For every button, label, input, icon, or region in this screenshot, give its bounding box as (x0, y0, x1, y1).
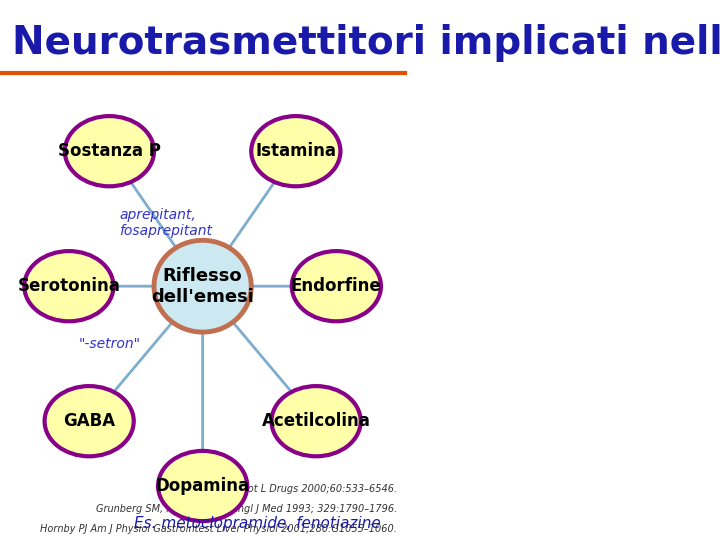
Ellipse shape (65, 116, 154, 186)
Text: Neurotrasmettitori implicati nella CINV: Neurotrasmettitori implicati nella CINV (12, 24, 720, 62)
Text: GABA: GABA (63, 412, 115, 430)
Ellipse shape (45, 386, 134, 456)
Ellipse shape (292, 251, 381, 321)
Ellipse shape (158, 451, 247, 521)
Ellipse shape (154, 240, 251, 332)
Text: Endorfine: Endorfine (291, 277, 382, 295)
Ellipse shape (251, 116, 341, 186)
Ellipse shape (24, 251, 114, 321)
Text: Istamina: Istamina (256, 142, 336, 160)
Text: Serotonina: Serotonina (17, 277, 120, 295)
Text: aprepitant,
fosaprepitant: aprepitant, fosaprepitant (120, 208, 212, 238)
Text: Sostanza P: Sostanza P (58, 142, 161, 160)
Text: Acetilcolina: Acetilcolina (261, 412, 371, 430)
Text: "-setron": "-setron" (79, 338, 141, 352)
Text: Grunberg SM, Hesketh PJ N Engl J Med 1993; 329:1790–1796.: Grunberg SM, Hesketh PJ N Engl J Med 199… (96, 504, 397, 514)
Ellipse shape (271, 386, 361, 456)
Text: Dopamina: Dopamina (156, 477, 250, 495)
Text: Es. metoclopramide, fenotiazine: Es. metoclopramide, fenotiazine (134, 516, 380, 531)
Text: Riflesso
dell'emesi: Riflesso dell'emesi (151, 267, 254, 306)
Text: Hornby PJ Am J Physiol Gastrointest Liver Physiol 2001;280:G1055–1060.: Hornby PJ Am J Physiol Gastrointest Live… (40, 524, 397, 535)
Text: Diemunsch P, Grélot L Drugs 2000;60:533–6546.: Diemunsch P, Grélot L Drugs 2000;60:533–… (159, 483, 397, 494)
